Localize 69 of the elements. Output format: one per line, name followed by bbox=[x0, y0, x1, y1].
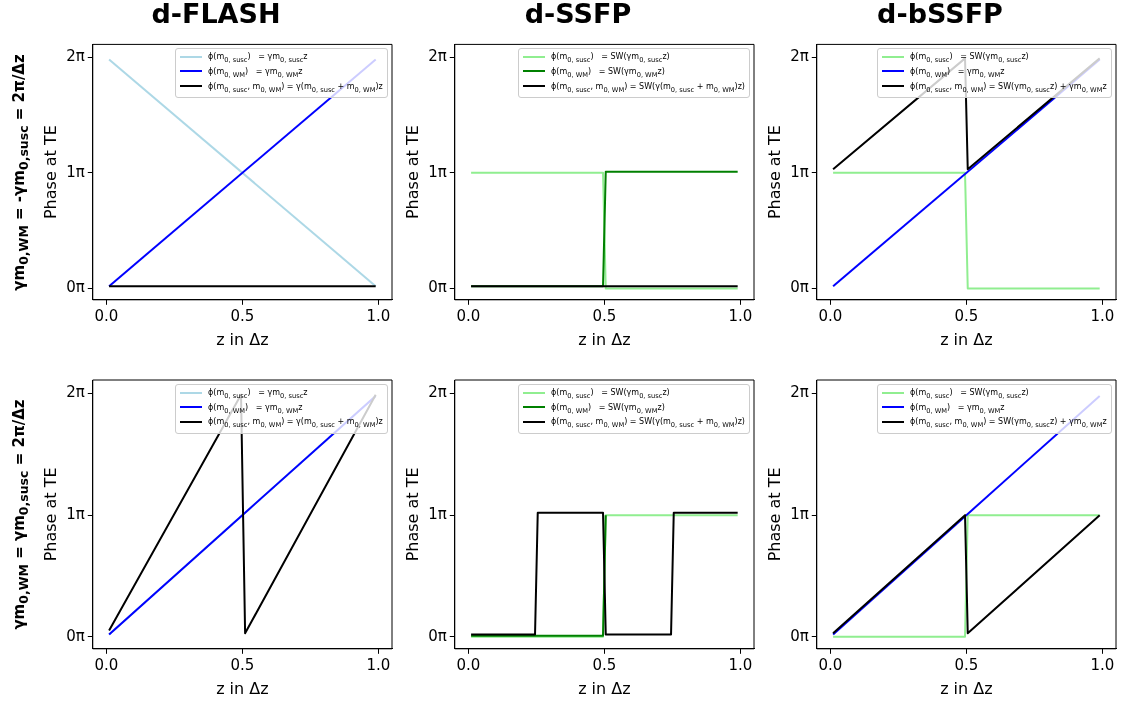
legend-label: ϕ(m$_{0, susc}$) = SW(γm$_{0, susc}$z) bbox=[551, 388, 670, 400]
text: ϕ(m$_{0, susc}$, m$_{0, WM}$) = SW(γm$_{0, susc}$z) + γm$_{0, WM}$z bbox=[910, 417, 1107, 429]
x-tick-label: 1.0 bbox=[728, 655, 753, 674]
x-axis-title: z in Δz bbox=[216, 678, 269, 698]
text: ϕ(m$_{0, susc}$, m$_{0, WM}$) = γ(m$_{0, susc}$ + m$_{0, WM}$)z bbox=[208, 417, 383, 429]
y-tick-label: 0π bbox=[428, 626, 447, 645]
legend-label: ϕ(m$_{0, WM}$) = SW(γm$_{0, WM}$z) bbox=[551, 402, 665, 415]
y-axis-title: Phase at TE bbox=[40, 125, 60, 220]
x-tick-label: 1.0 bbox=[1090, 655, 1115, 674]
x-tick-label: 0.0 bbox=[456, 655, 481, 674]
legend-label: ϕ(m$_{0, susc}$) = SW(γm$_{0, susc}$z) bbox=[551, 52, 670, 64]
y-tick-label: 1π bbox=[428, 162, 447, 181]
y-tick-label: 0π bbox=[790, 278, 809, 297]
x-tick-label: 1.0 bbox=[1090, 306, 1115, 325]
legend-label: ϕ(m$_{0, WM}$) = γm$_{0, WM}$z bbox=[208, 402, 303, 415]
y-tick-label: 0π bbox=[428, 278, 447, 297]
x-axis-title: z in Δz bbox=[578, 329, 631, 349]
x-tick-label: 0.0 bbox=[818, 655, 843, 674]
y-axis-title: Phase at TE bbox=[402, 125, 422, 220]
y-tick-label: 2π bbox=[428, 383, 447, 402]
x-axis-title: z in Δz bbox=[940, 678, 993, 698]
text: ϕ(m$_{0, susc}$, m$_{0, WM}$) = γ(m$_{0, susc}$ + m$_{0, WM}$)z bbox=[208, 81, 383, 94]
y-tick-label: 0π bbox=[66, 626, 85, 645]
legend-label: ϕ(m$_{0, WM}$) = γm$_{0, WM}$z bbox=[910, 66, 1005, 79]
x-tick-label: 0.5 bbox=[954, 306, 979, 325]
x-tick-label: 0.5 bbox=[954, 655, 979, 674]
legend-label: ϕ(m$_{0, WM}$) = SW(γm$_{0, WM}$z) bbox=[551, 66, 665, 79]
text: ϕ(m$_{0, susc}$, m$_{0, WM}$) = SW(γ(m$_{0, susc}$ + m$_{0, WM}$)z) bbox=[551, 417, 745, 429]
y-tick-label: 0π bbox=[66, 278, 85, 297]
y-tick-label: 0π bbox=[790, 626, 809, 645]
text: ϕ(m$_{0, susc}$, m$_{0, WM}$) = SW(γ(m$_{0, susc}$ + m$_{0, WM}$)z) bbox=[551, 81, 745, 94]
y-tick-label: 1π bbox=[790, 505, 809, 523]
legend-label: ϕ(m$_{0, susc}$) = SW(γm$_{0, susc}$z) bbox=[910, 388, 1029, 400]
x-axis-title: z in Δz bbox=[216, 329, 269, 349]
chart-title: d-FLASH bbox=[151, 0, 281, 30]
y-tick-label: 2π bbox=[428, 47, 447, 66]
legend-label: ϕ(m$_{0, susc}$) = γm$_{0, susc}$z bbox=[208, 388, 308, 400]
x-tick-label: 0.0 bbox=[94, 306, 119, 325]
chart-title: d-bSSFP bbox=[877, 0, 1003, 30]
y-tick-label: 2π bbox=[790, 383, 809, 402]
x-tick-label: 0.0 bbox=[818, 306, 843, 325]
x-tick-label: 0.0 bbox=[94, 655, 119, 674]
y-tick-label: 1π bbox=[790, 162, 809, 181]
x-tick-label: 0.0 bbox=[456, 306, 481, 325]
legend-label: ϕ(m$_{0, susc}$) = SW(γm$_{0, susc}$z) bbox=[910, 52, 1029, 64]
y-tick-label: 1π bbox=[428, 505, 447, 523]
legend-label: ϕ(m$_{0, WM}$) = γm$_{0, WM}$z bbox=[910, 402, 1005, 415]
x-tick-label: 1.0 bbox=[728, 306, 753, 325]
legend-label: ϕ(m$_{0, WM}$) = γm$_{0, WM}$z bbox=[208, 66, 303, 79]
y-tick-label: 1π bbox=[66, 162, 85, 181]
y-tick-label: 2π bbox=[66, 47, 85, 66]
y-tick-label: 2π bbox=[790, 47, 809, 66]
y-axis-title: Phase at TE bbox=[402, 467, 422, 562]
legend-label: ϕ(m$_{0, susc}$) = γm$_{0, susc}$z bbox=[208, 52, 308, 64]
x-tick-label: 1.0 bbox=[366, 306, 391, 325]
x-axis-title: z in Δz bbox=[578, 678, 631, 698]
y-axis-title: Phase at TE bbox=[40, 467, 60, 562]
y-axis-title: Phase at TE bbox=[764, 125, 784, 220]
y-tick-label: 1π bbox=[66, 505, 85, 523]
x-tick-label: 0.5 bbox=[230, 655, 255, 674]
x-axis-title: z in Δz bbox=[940, 329, 993, 349]
y-axis-title: Phase at TE bbox=[764, 467, 784, 562]
text: ϕ(m$_{0, susc}$, m$_{0, WM}$) = SW(γm$_{0, susc}$z) + γm$_{0, WM}$z bbox=[910, 81, 1107, 94]
x-tick-label: 0.5 bbox=[592, 655, 617, 674]
x-tick-label: 0.5 bbox=[592, 306, 617, 325]
y-tick-label: 2π bbox=[66, 383, 85, 402]
x-tick-label: 0.5 bbox=[230, 306, 255, 325]
chart-title: d-SSFP bbox=[524, 0, 632, 30]
x-tick-label: 1.0 bbox=[366, 655, 391, 674]
